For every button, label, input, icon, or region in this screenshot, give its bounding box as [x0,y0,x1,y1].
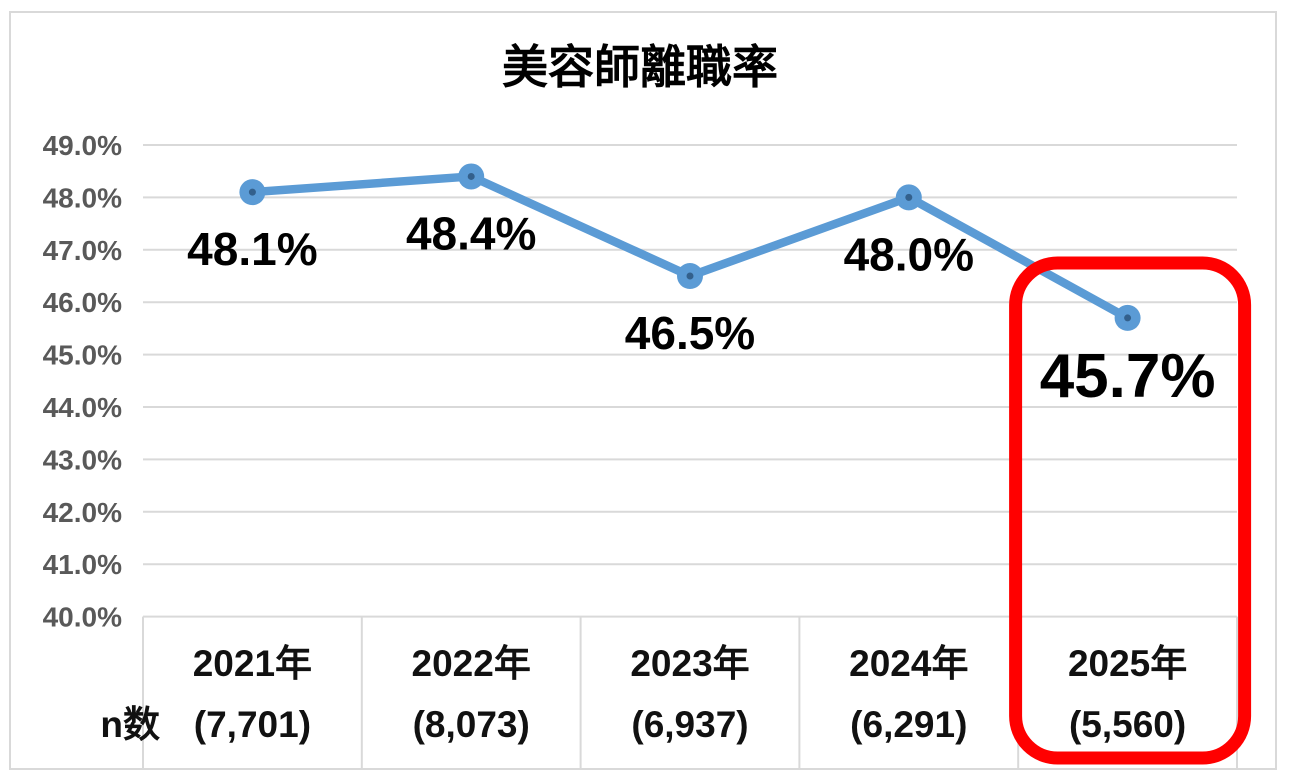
highlight-layer [1009,256,1252,765]
highlight-box [1009,256,1252,765]
gridline-layer [143,144,1237,618]
x-tick-n-count: (8,073) [413,704,530,745]
data-point-marker-dot [1124,314,1132,322]
y-tick-label: 46.0% [43,287,122,318]
y-tick-label: 43.0% [43,444,122,475]
y-tick-label: 49.0% [43,130,122,161]
x-tick-year-label: 2023年 [630,643,749,684]
data-point-label: 48.0% [844,228,974,280]
n-axis-label: n数 [100,704,160,745]
y-tick-label: 47.0% [43,235,122,266]
data-point-label: 46.5% [625,307,755,359]
data-point-label: 48.1% [187,223,317,275]
x-tick-year-label: 2024年 [849,643,968,684]
data-point-label: 45.7% [1040,342,1216,411]
y-tick-label: 42.0% [43,497,122,528]
x-tick-n-count: (5,560) [1069,704,1186,745]
y-tick-label: 41.0% [43,549,122,580]
data-point-marker-dot [686,272,694,280]
y-tick-label: 48.0% [43,182,122,213]
x-tick-n-count: (6,937) [631,704,748,745]
data-label-layer: 48.1% 48.4% 46.5% 48.0% 45.7% [187,207,1215,410]
series-layer [239,163,1141,331]
chart-frame-border [9,11,1277,770]
data-point-label: 48.4% [406,207,536,259]
y-tick-label: 44.0% [43,392,122,423]
x-tick-n-count: (7,701) [194,704,311,745]
x-tick-n-count: (6,291) [850,704,967,745]
axis-layer: 49.0% 48.0% 47.0% 46.0% 45.0% 44.0% 43.0% 42.0%… [43,130,1238,769]
x-tick-year-label: 2021年 [193,643,312,684]
data-point-marker-dot [905,193,913,201]
y-tick-label: 40.0% [43,602,122,633]
y-tick-label: 45.0% [43,340,122,371]
data-point-marker-dot [467,172,475,180]
chart-title: 美容師離職率 [502,41,778,93]
data-point-marker-dot [248,188,256,196]
x-tick-year-label: 2025年 [1068,643,1187,684]
x-tick-year-label: 2022年 [412,643,531,684]
